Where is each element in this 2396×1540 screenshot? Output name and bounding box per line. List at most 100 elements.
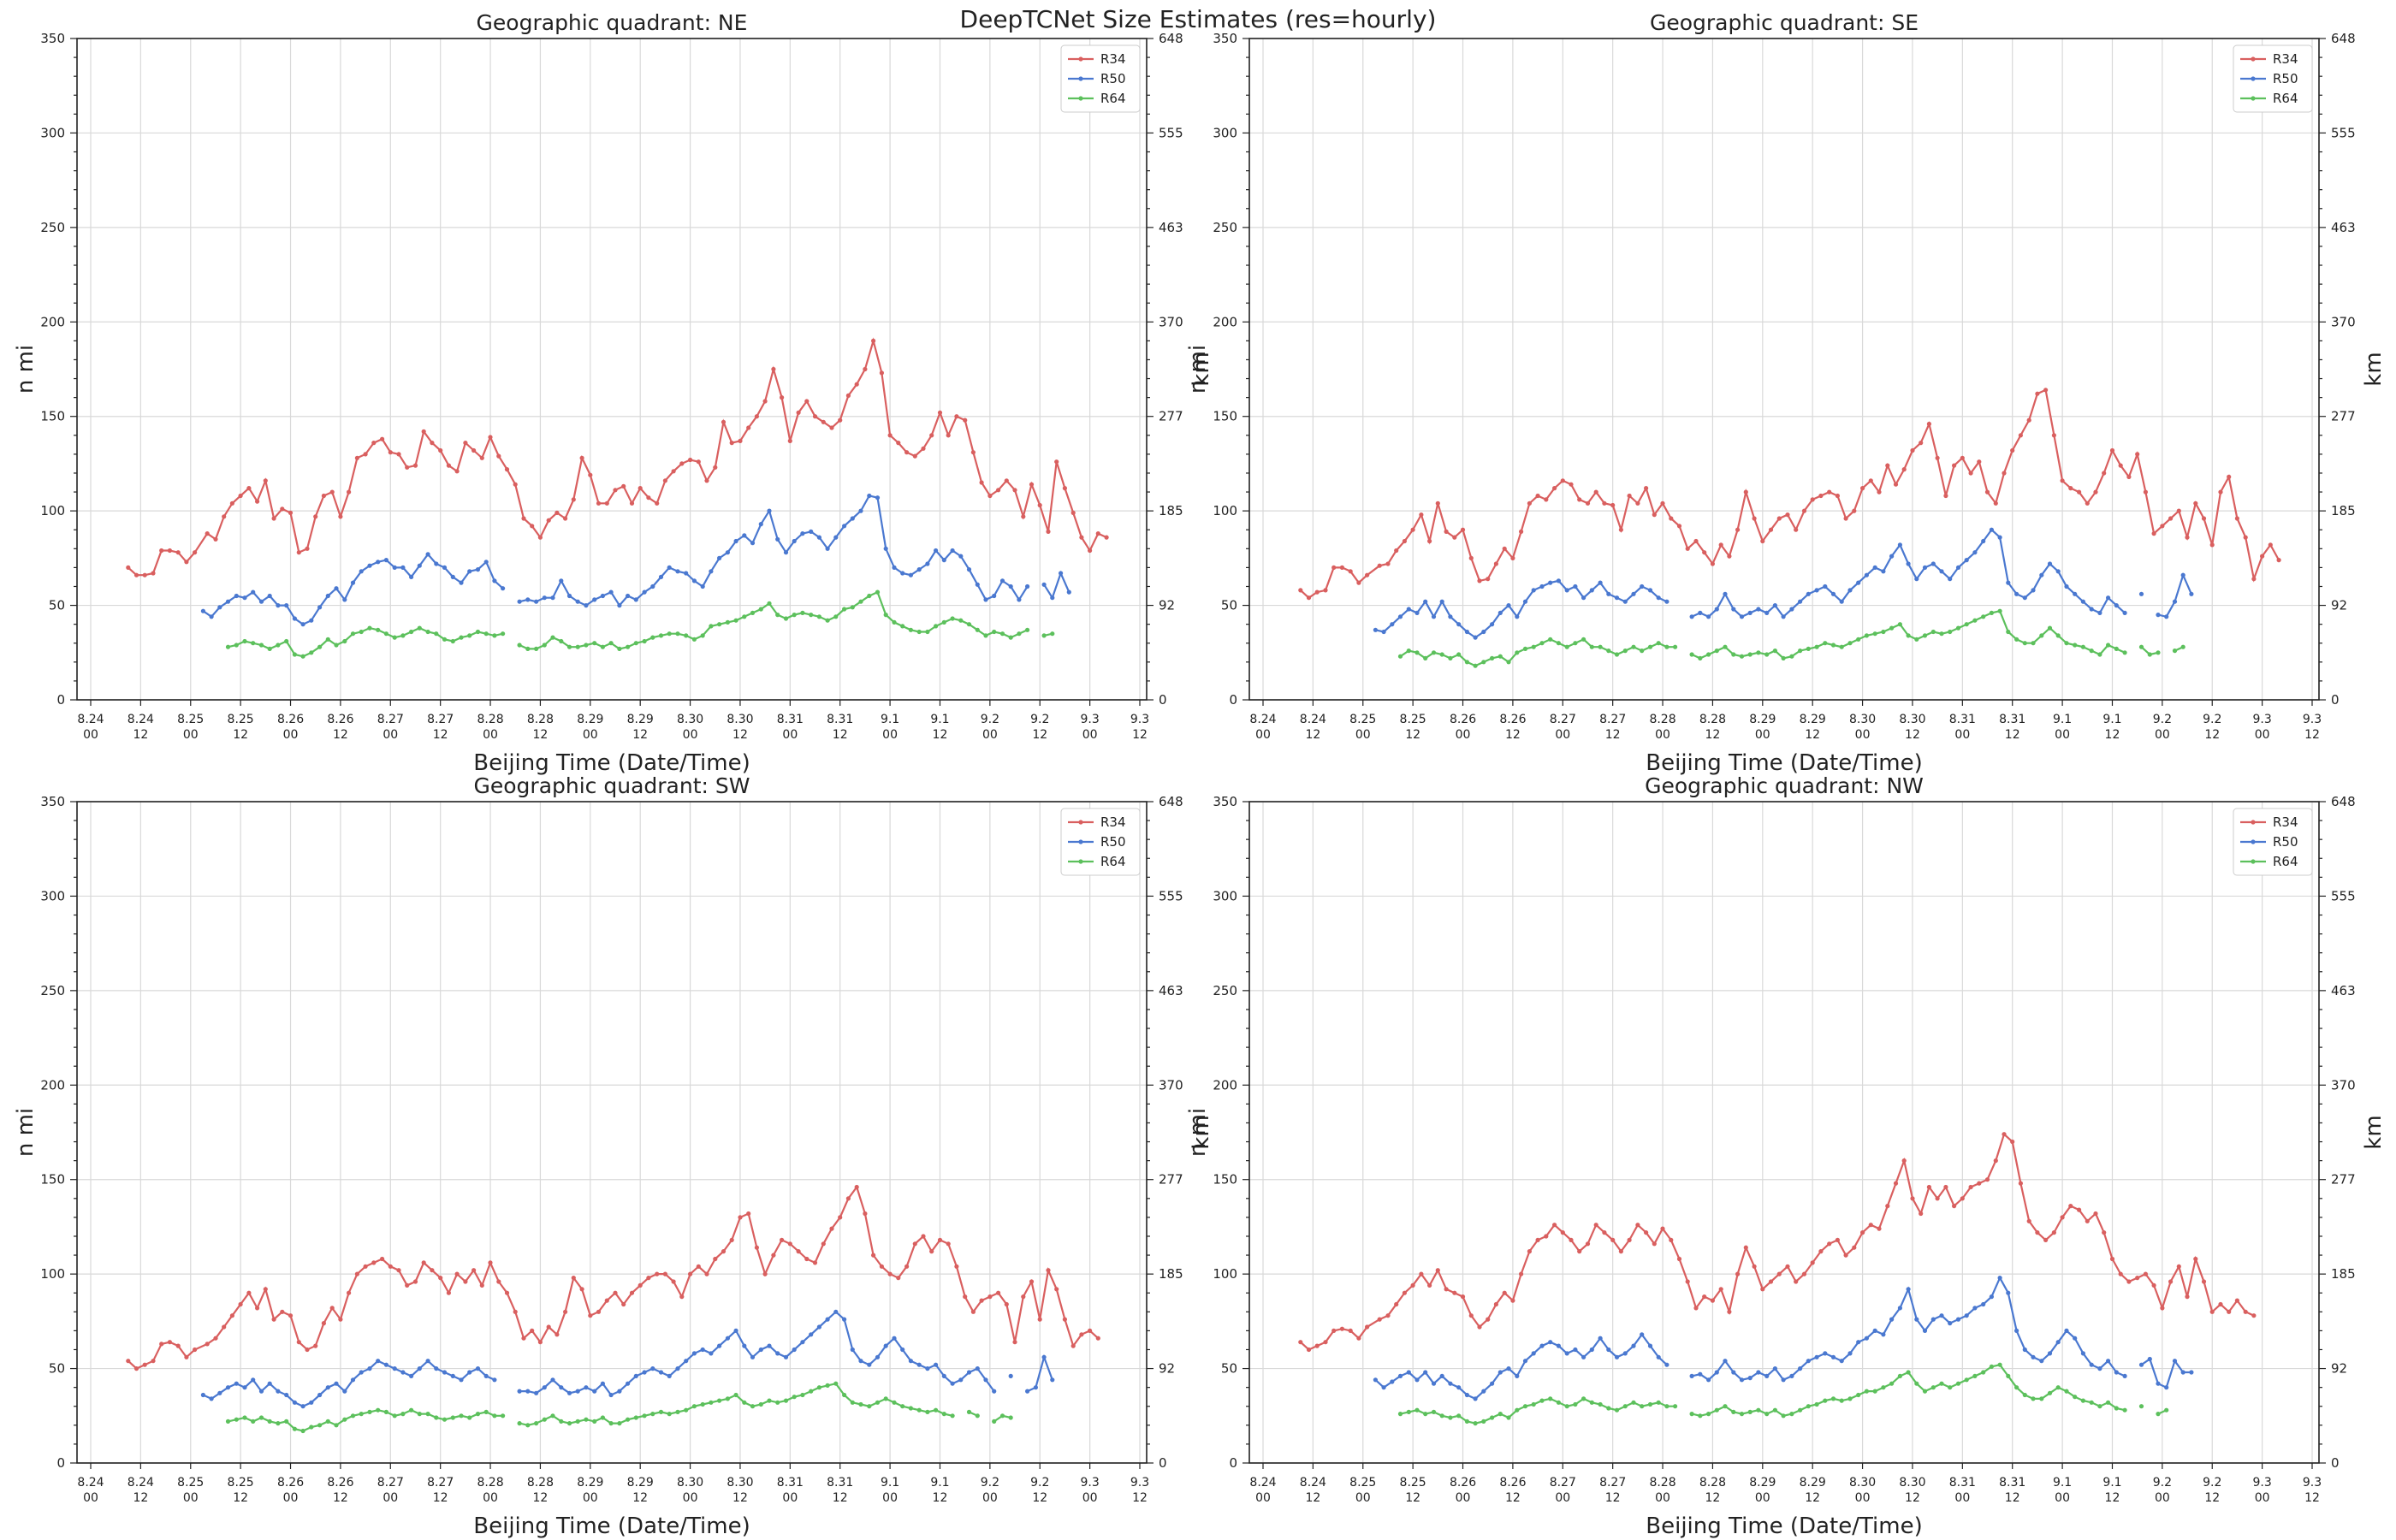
data-point — [571, 1276, 576, 1281]
x-tick-label-date: 8.26 — [1450, 1476, 1476, 1490]
data-point — [1298, 1340, 1303, 1345]
data-point — [1070, 510, 1076, 516]
data-point — [1397, 654, 1403, 659]
x-tick-label-date: 9.2 — [1030, 1476, 1049, 1490]
data-point — [2268, 542, 2273, 548]
data-point — [725, 550, 731, 555]
data-point — [367, 1409, 372, 1414]
data-point — [684, 571, 689, 576]
data-point — [1856, 580, 1861, 585]
data-point — [383, 631, 388, 637]
x-tick-label-date: 8.29 — [577, 713, 603, 726]
data-point — [2089, 607, 2094, 612]
data-point — [821, 1241, 826, 1247]
data-point — [2201, 1279, 2207, 1284]
x-tick-label-date: 9.1 — [2053, 1476, 2072, 1490]
data-point — [238, 1301, 243, 1307]
data-point — [845, 1196, 851, 1201]
data-point — [750, 1404, 756, 1409]
data-point — [1664, 1362, 1669, 1367]
data-point — [2097, 1404, 2102, 1409]
data-point — [816, 535, 822, 540]
data-point — [1989, 527, 1994, 532]
x-tick-label-date: 8.30 — [727, 713, 753, 726]
data-point — [475, 629, 481, 635]
data-point — [1448, 614, 1453, 619]
y2-tick-label: 555 — [2331, 888, 2356, 903]
data-point — [559, 1419, 564, 1424]
data-point — [934, 1362, 939, 1367]
data-point — [1298, 588, 1303, 593]
data-point — [1644, 1230, 1649, 1235]
data-point — [1531, 644, 1536, 649]
y2-tick-label: 0 — [2331, 1455, 2340, 1471]
data-point — [1906, 1370, 1911, 1375]
data-point — [1972, 550, 1978, 555]
x-tick-label-date: 8.24 — [77, 713, 104, 726]
data-point — [867, 593, 872, 599]
data-point — [1689, 652, 1694, 657]
data-point — [592, 597, 597, 602]
data-point — [1004, 1301, 1009, 1307]
data-point — [1025, 583, 1030, 589]
data-point — [1877, 489, 1882, 495]
x-tick-label-hour: 12 — [1132, 1491, 1148, 1505]
data-point — [958, 554, 964, 559]
data-point — [1614, 1354, 1620, 1359]
data-point — [1468, 555, 1474, 561]
data-point — [812, 414, 818, 419]
data-point — [383, 1409, 388, 1414]
data-point — [1972, 1373, 1978, 1378]
data-point — [875, 1354, 881, 1359]
data-point — [987, 493, 993, 499]
data-point — [646, 495, 651, 500]
x-tick-label-date: 8.27 — [1599, 1476, 1626, 1490]
x-tick-label-hour: 00 — [183, 1491, 199, 1505]
data-point — [371, 1260, 377, 1265]
data-point — [638, 1282, 643, 1288]
data-point — [912, 453, 917, 459]
data-point — [325, 1419, 330, 1424]
y-tick-label: 300 — [1213, 125, 1237, 140]
data-point — [758, 1347, 763, 1353]
data-point — [459, 580, 464, 585]
data-point — [1406, 649, 1411, 654]
x-tick-label-hour: 00 — [1255, 1491, 1271, 1505]
x-tick-label-hour: 00 — [83, 1491, 98, 1505]
data-point — [1801, 1271, 1807, 1276]
x-tick-label-date: 8.26 — [277, 1476, 304, 1490]
data-point — [1981, 1370, 1986, 1375]
data-point — [1515, 1373, 1520, 1378]
data-point — [1564, 588, 1569, 593]
data-point — [246, 1290, 252, 1295]
data-point — [317, 644, 323, 649]
data-point — [1760, 538, 1765, 544]
data-point — [1806, 1359, 1811, 1364]
data-point — [313, 514, 318, 519]
y2-tick-label: 648 — [2331, 31, 2356, 46]
data-point — [450, 574, 455, 580]
data-point — [954, 414, 959, 419]
data-point — [209, 614, 214, 619]
y-tick-label: 150 — [40, 409, 65, 424]
data-point — [1397, 1412, 1403, 1417]
data-point — [542, 1417, 547, 1422]
data-point — [2180, 644, 2185, 649]
data-point — [550, 635, 555, 640]
data-point — [417, 1412, 422, 1417]
data-point — [871, 1253, 876, 1258]
data-point — [1852, 508, 1857, 513]
x-axis-label: Beijing Time (Date/Time) — [473, 750, 750, 776]
data-point — [1669, 516, 1674, 521]
data-point — [463, 441, 468, 446]
data-point — [1922, 1389, 1928, 1394]
data-point — [1464, 629, 1469, 635]
data-point — [1477, 578, 1482, 583]
data-point — [1656, 1354, 1661, 1359]
data-point — [742, 614, 747, 619]
data-point — [1581, 595, 1586, 601]
data-point — [1835, 1237, 1840, 1242]
data-point — [842, 607, 847, 612]
data-point — [238, 493, 243, 499]
data-point — [1839, 1359, 1844, 1364]
